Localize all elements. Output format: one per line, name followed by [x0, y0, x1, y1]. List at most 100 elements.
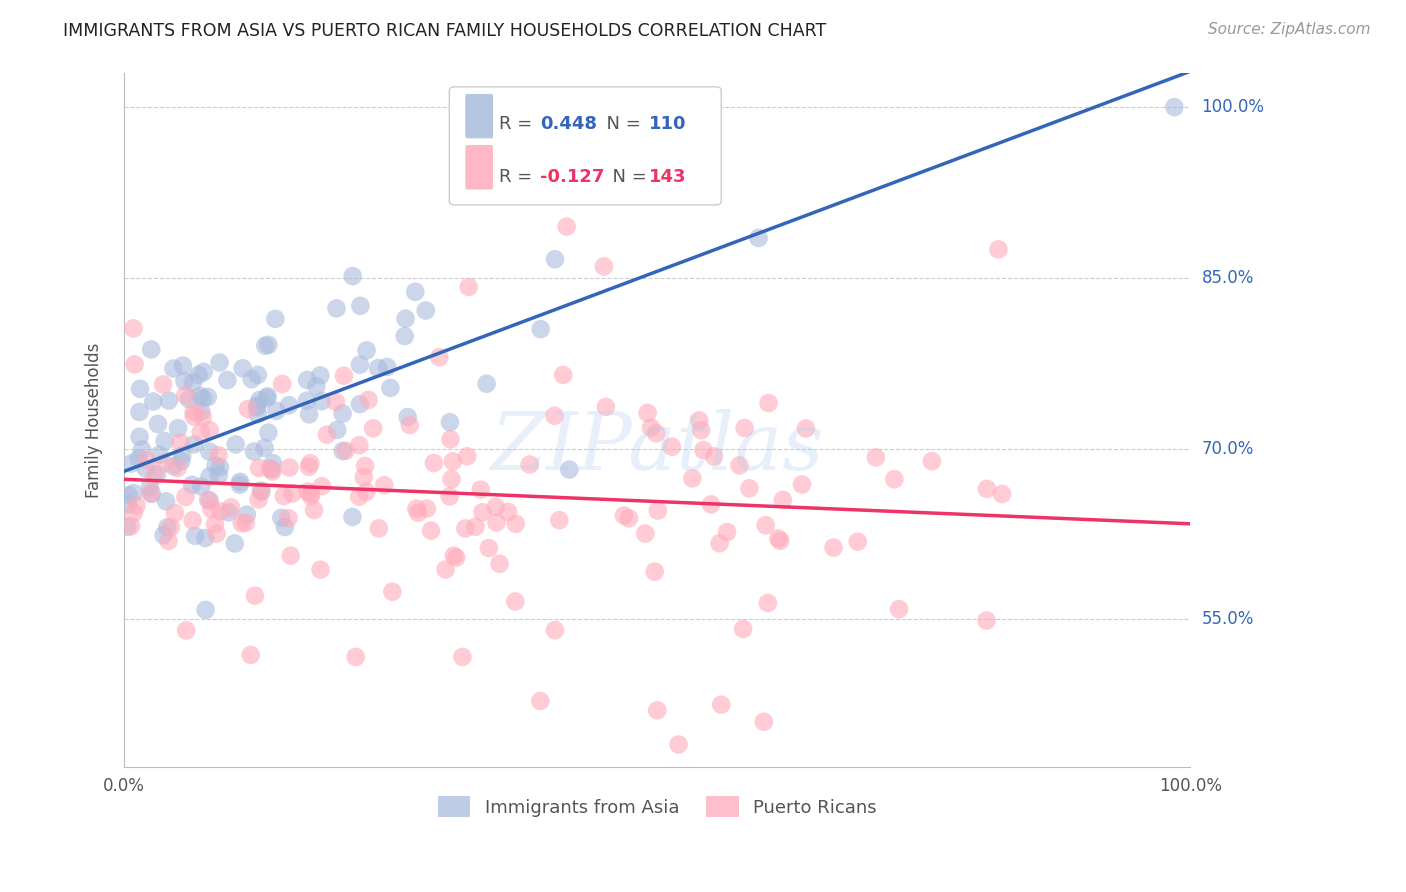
Point: [558, 462, 581, 476]
Point: [772, 492, 794, 507]
Point: [357, 392, 380, 407]
Point: [550, 160, 572, 174]
Point: [148, 448, 170, 462]
Point: [135, 461, 157, 475]
Point: [728, 458, 751, 473]
Point: [139, 480, 162, 494]
Point: [174, 490, 197, 504]
Point: [309, 368, 332, 383]
Point: [794, 421, 817, 435]
Point: [122, 506, 145, 520]
Point: [311, 479, 333, 493]
Point: [544, 623, 567, 637]
Point: [734, 421, 756, 435]
Point: [246, 401, 269, 415]
Point: [131, 442, 153, 457]
Point: [188, 389, 211, 403]
Point: [254, 339, 277, 353]
Point: [544, 252, 567, 267]
Point: [342, 510, 364, 524]
Point: [162, 459, 184, 474]
Point: [405, 501, 427, 516]
Point: [1163, 100, 1185, 114]
Point: [295, 393, 318, 408]
Point: [690, 423, 713, 437]
Point: [299, 456, 322, 470]
Point: [118, 488, 141, 502]
Point: [415, 303, 437, 318]
Point: [688, 413, 710, 427]
Point: [454, 521, 477, 535]
Point: [747, 231, 769, 245]
Point: [457, 280, 479, 294]
Point: [277, 511, 299, 525]
Text: 110: 110: [648, 115, 686, 133]
FancyBboxPatch shape: [450, 87, 721, 205]
Point: [529, 694, 551, 708]
Point: [503, 594, 526, 608]
Point: [217, 373, 239, 387]
Point: [634, 526, 657, 541]
Legend: Immigrants from Asia, Puerto Ricans: Immigrants from Asia, Puerto Ricans: [430, 789, 884, 824]
Point: [488, 557, 510, 571]
Text: R =: R =: [499, 115, 538, 133]
Point: [250, 483, 273, 498]
Point: [183, 405, 205, 419]
Point: [256, 389, 278, 403]
Point: [344, 649, 367, 664]
Point: [645, 426, 668, 441]
Point: [976, 614, 998, 628]
Point: [758, 396, 780, 410]
Point: [231, 516, 253, 531]
Point: [423, 456, 446, 470]
Point: [173, 374, 195, 388]
Point: [768, 532, 790, 546]
Point: [240, 372, 263, 386]
Point: [349, 299, 371, 313]
Point: [122, 321, 145, 335]
Point: [302, 503, 325, 517]
Point: [181, 478, 204, 492]
Point: [156, 520, 179, 534]
Point: [367, 521, 389, 535]
Point: [976, 482, 998, 496]
Point: [239, 648, 262, 662]
Point: [183, 409, 205, 424]
Point: [218, 505, 240, 519]
Point: [208, 460, 231, 475]
Point: [262, 456, 284, 470]
Point: [381, 584, 404, 599]
Point: [128, 430, 150, 444]
Text: 85.0%: 85.0%: [1202, 268, 1254, 287]
Point: [197, 492, 219, 507]
Point: [325, 301, 347, 316]
Point: [420, 524, 443, 538]
Point: [142, 394, 165, 409]
Point: [373, 478, 395, 492]
Point: [146, 467, 169, 482]
Point: [207, 448, 229, 462]
Point: [152, 528, 174, 542]
Point: [644, 565, 666, 579]
Point: [229, 477, 252, 491]
Point: [887, 602, 910, 616]
Point: [262, 465, 284, 479]
Point: [198, 444, 221, 458]
Point: [122, 486, 145, 500]
Point: [710, 698, 733, 712]
Point: [441, 454, 464, 468]
Point: [224, 536, 246, 550]
Point: [738, 482, 761, 496]
Point: [193, 392, 215, 406]
Point: [416, 501, 439, 516]
Point: [219, 500, 242, 515]
Point: [194, 531, 217, 545]
Text: N =: N =: [595, 115, 647, 133]
Point: [181, 376, 204, 390]
Point: [236, 401, 259, 416]
Point: [169, 435, 191, 450]
Point: [190, 405, 212, 419]
Point: [124, 357, 146, 371]
Point: [235, 516, 257, 530]
Point: [273, 489, 295, 503]
